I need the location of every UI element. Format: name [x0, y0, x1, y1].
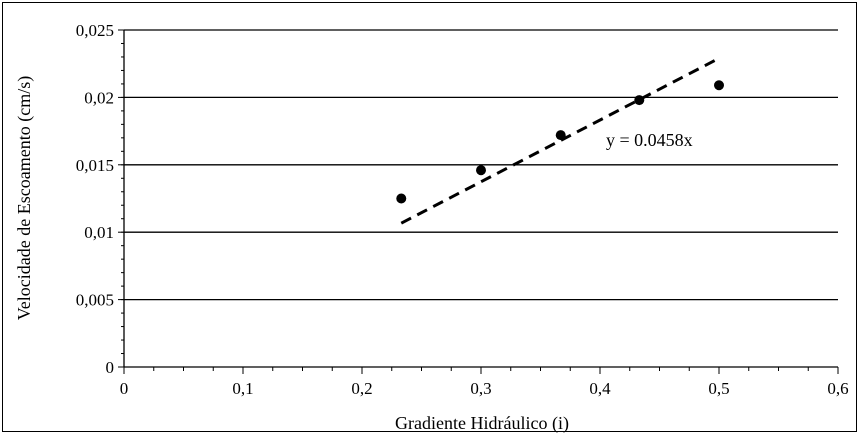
y-tick-label: 0,01	[84, 223, 114, 242]
x-tick-label: 0	[120, 379, 129, 398]
y-tick-label: 0,02	[84, 88, 114, 107]
gridlines	[124, 29, 838, 301]
axes	[118, 29, 839, 374]
x-tick-label: 0,1	[232, 379, 253, 398]
trendline-equation: y = 0.0458x	[606, 130, 693, 150]
chart-frame	[2, 2, 857, 432]
y-tick-label: 0,025	[76, 21, 114, 40]
y-tick-label: 0,015	[76, 156, 114, 175]
y-tick-label: 0,005	[76, 291, 114, 310]
y-tick-label: 0	[106, 358, 115, 377]
x-tick-label: 0,5	[708, 379, 729, 398]
trendline	[400, 56, 720, 225]
data-point	[476, 165, 486, 176]
data-point	[396, 193, 407, 204]
y-axis-title: Velocidade de Escoamento (cm/s)	[14, 76, 35, 320]
x-tick-label: 0,2	[351, 379, 372, 398]
data-points	[396, 80, 724, 204]
x-tick-label: 0,6	[827, 379, 848, 398]
data-point	[714, 80, 724, 91]
x-axis-title: Gradiente Hidráulico (i)	[395, 413, 569, 434]
trendline-layer	[400, 56, 720, 225]
x-tick-label: 0,4	[589, 379, 611, 398]
data-point	[634, 95, 645, 106]
x-tick-label: 0,3	[470, 379, 491, 398]
tick-labels: 0 0,005 0,01 0,015 0,02 0,025 0 0,1 0,2 0,3 0,4 0,5…	[76, 21, 849, 398]
data-point	[555, 130, 566, 141]
